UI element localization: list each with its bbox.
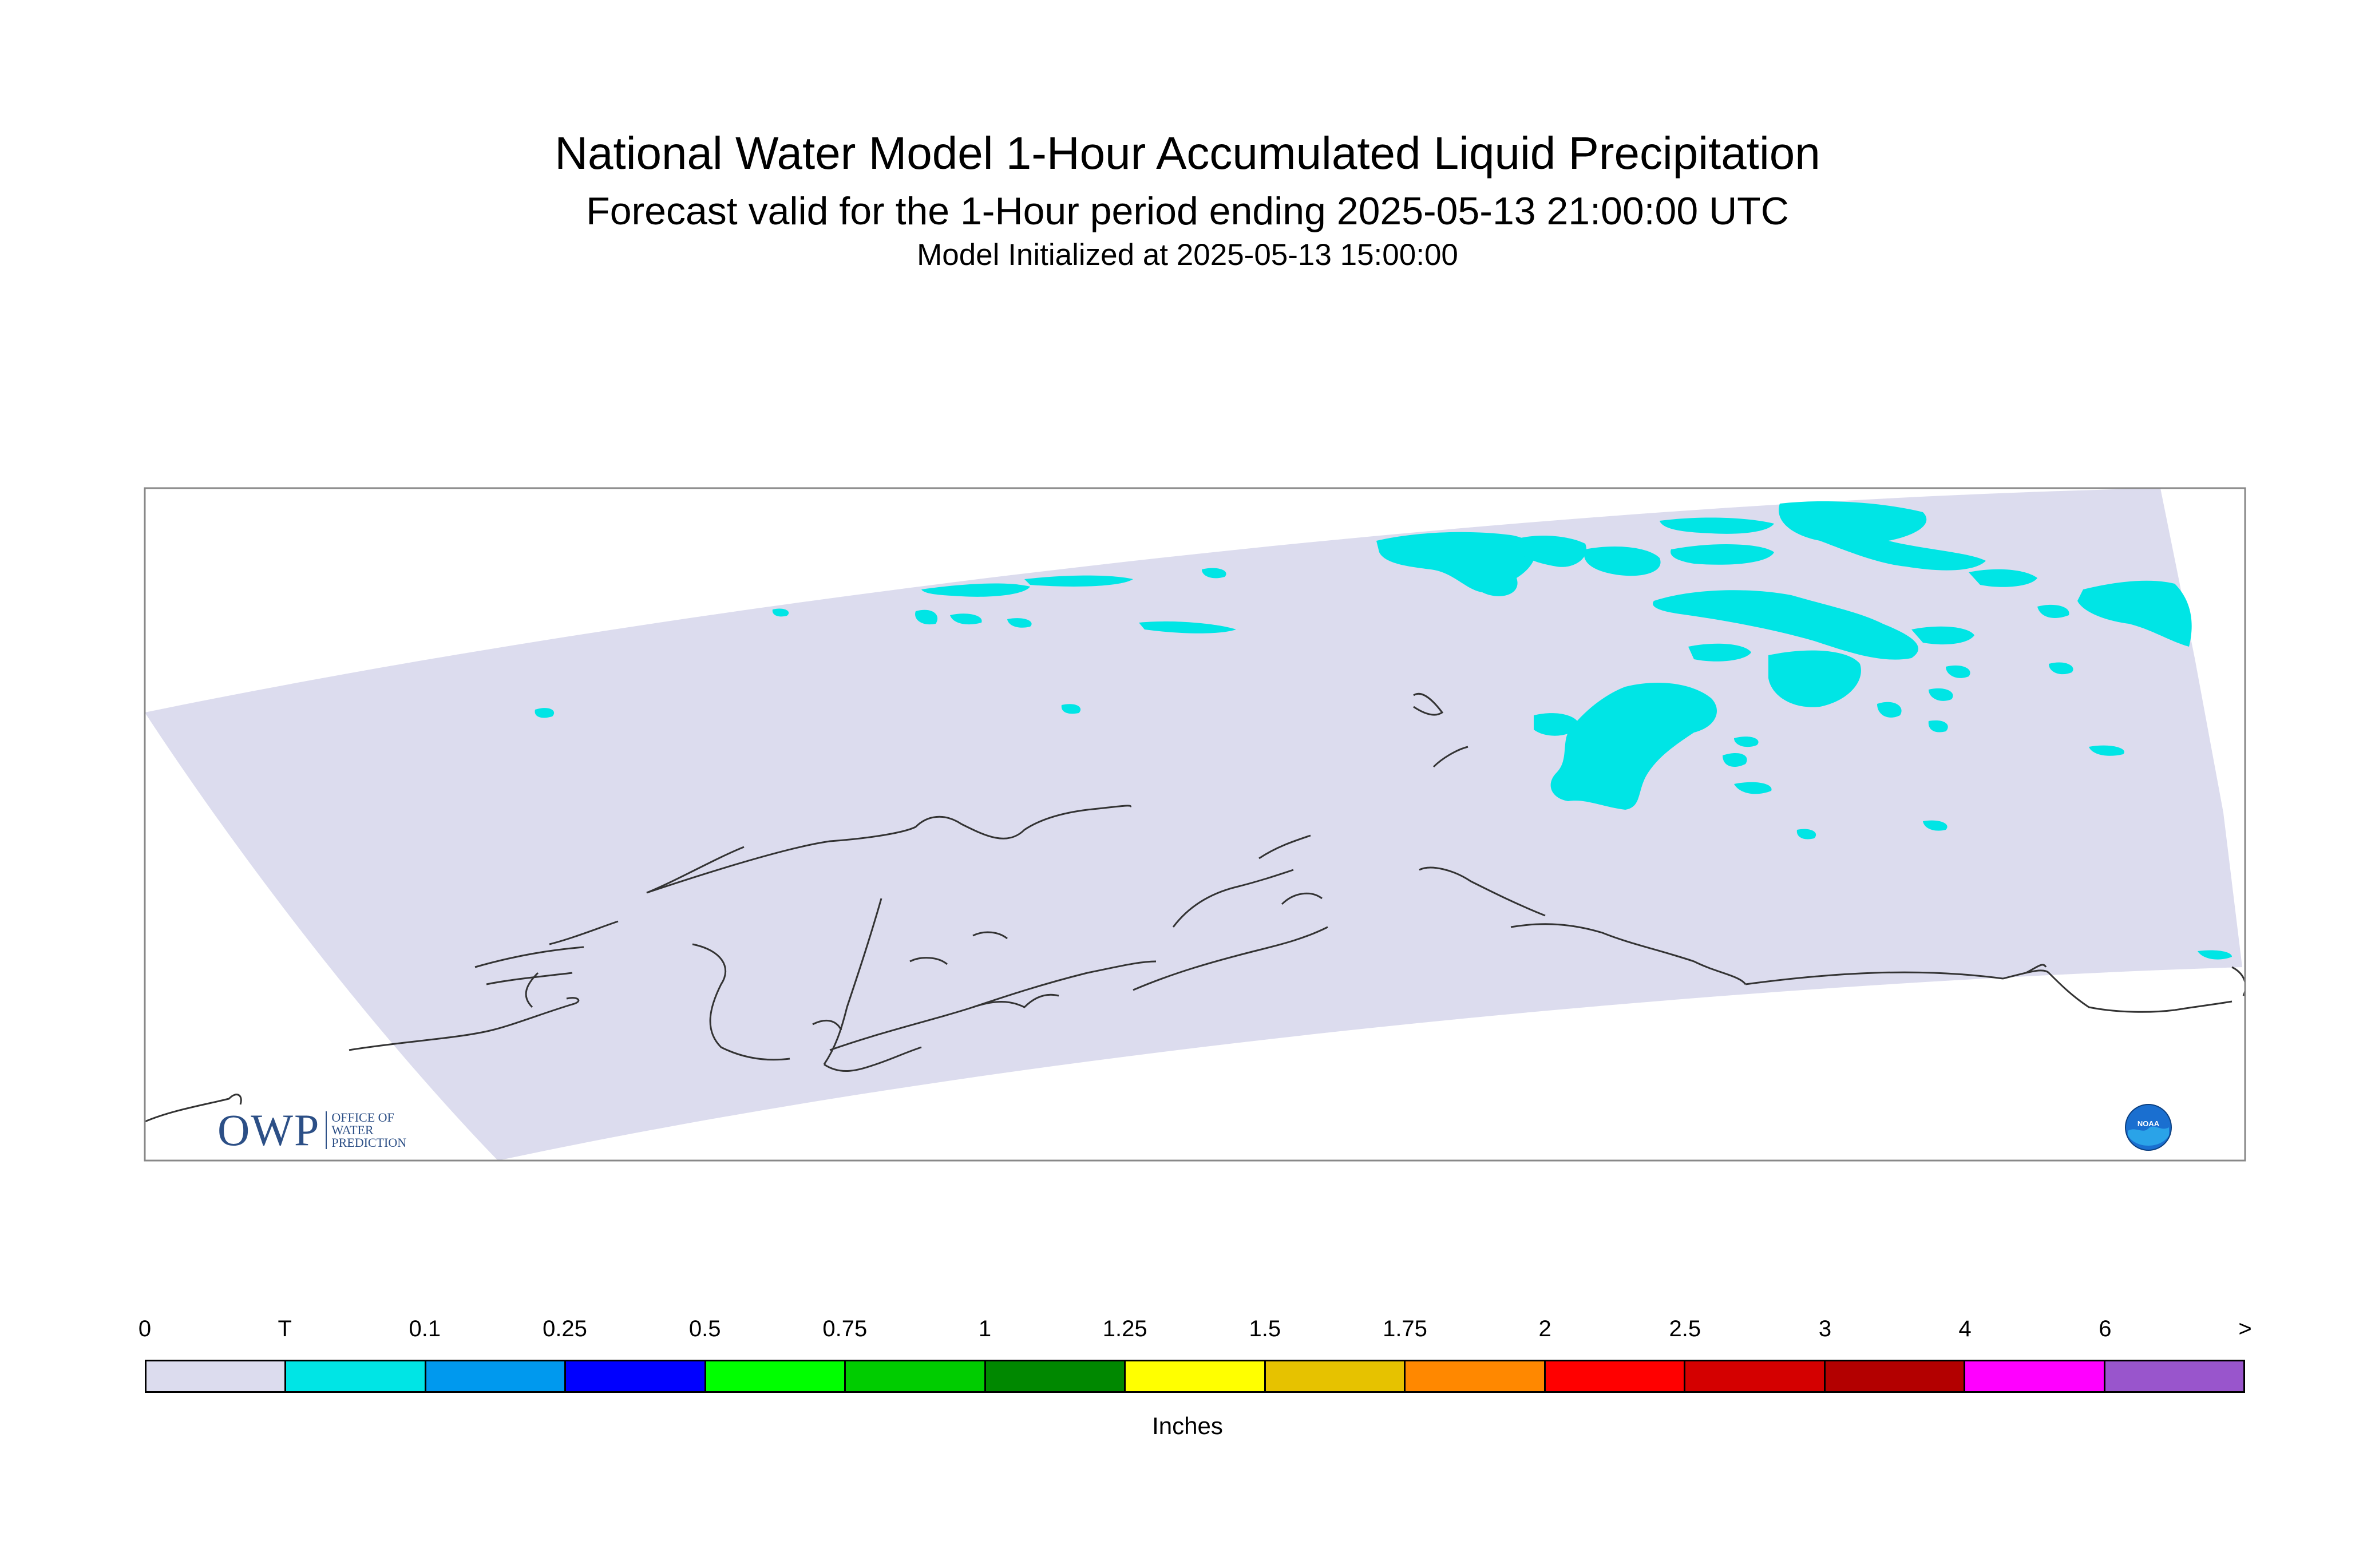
legend-label: 0.5 [688,1316,721,1341]
legend-swatch [1265,1361,1406,1391]
legend-swatch [426,1361,567,1391]
legend-swatch [846,1361,986,1391]
legend-label: 2.5 [1669,1316,1701,1341]
owp-mark: OWP [217,1105,320,1155]
model-init-subtitle: Model Initialized at 2025-05-13 15:00:00 [917,238,1458,272]
noaa-label: NOAA [2138,1119,2160,1128]
legend-label: 4 [1958,1316,1972,1341]
owp-line-2: Water [331,1123,374,1137]
legend-swatch [985,1361,1126,1391]
owp-logo: OWP Office of Water Prediction [217,1104,406,1156]
legend-swatch [2105,1361,2244,1391]
owp-line-3: Prediction [331,1135,407,1150]
legend-label: 1.25 [1102,1316,1147,1341]
legend-swatch [1406,1361,1546,1391]
page-title: National Water Model 1-Hour Accumulated … [555,128,1820,179]
legend-label: T [278,1316,292,1341]
legend-label: 1.5 [1249,1316,1281,1341]
noaa-logo: NOAA [2125,1104,2172,1151]
legend-swatch [1825,1361,1966,1391]
legend-label: 1.75 [1383,1316,1427,1341]
map-frame-border [144,487,2246,1162]
legend-swatch [1545,1361,1686,1391]
owp-line-1: Office of [331,1110,394,1124]
forecast-valid-subtitle: Forecast valid for the 1-Hour period end… [586,189,1789,233]
legend-swatch [1685,1361,1826,1391]
legend-label: 0 [138,1316,152,1341]
legend-label: 0.25 [543,1316,587,1341]
legend-label: 3 [1818,1316,1832,1341]
owp-subtitle: Office of Water Prediction [326,1111,406,1149]
precipitation-areas [535,501,2232,960]
legend-swatch [147,1361,287,1391]
legend-label: 1 [978,1316,992,1341]
legend-swatch [286,1361,426,1391]
legend-swatch [1965,1361,2105,1391]
legend-label: 6 [2099,1316,2112,1341]
legend-label: 2 [1538,1316,1551,1341]
legend-colorbar [145,1360,2245,1393]
coastlines [145,692,2245,1123]
legend-label: 0.1 [409,1316,441,1341]
legend-swatch [566,1361,706,1391]
legend-swatch [1126,1361,1266,1391]
legend-swatch [706,1361,846,1391]
legend-label: > [2238,1316,2252,1341]
legend-label: 0.75 [822,1316,868,1341]
legend-units: Inches [1152,1412,1223,1439]
